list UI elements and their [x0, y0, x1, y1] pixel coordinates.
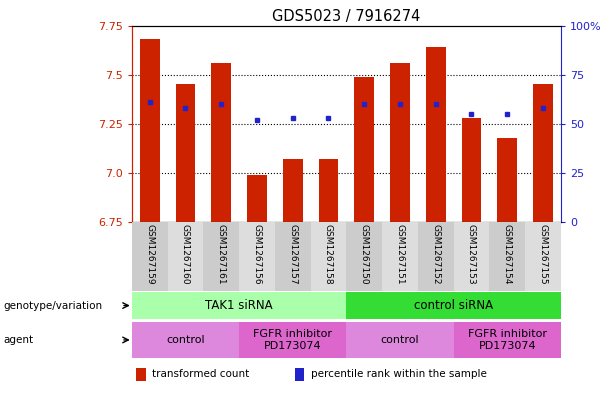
Bar [295, 368, 304, 380]
Bar [247, 175, 267, 222]
Bar [275, 222, 311, 291]
Bar [533, 84, 553, 222]
Bar [132, 222, 167, 291]
Text: GSM1267153: GSM1267153 [467, 224, 476, 285]
Bar [319, 159, 338, 222]
Bar [132, 292, 346, 319]
Text: agent: agent [3, 335, 33, 345]
Bar [489, 222, 525, 291]
Text: FGFR inhibitor
PD173074: FGFR inhibitor PD173074 [253, 329, 332, 351]
Text: GSM1267154: GSM1267154 [503, 224, 512, 285]
Text: GSM1267152: GSM1267152 [431, 224, 440, 285]
Bar [283, 159, 303, 222]
Bar [311, 222, 346, 291]
Text: GSM1267151: GSM1267151 [395, 224, 405, 285]
Bar [354, 77, 374, 222]
Bar [239, 222, 275, 291]
Text: control siRNA: control siRNA [414, 299, 493, 312]
Text: GSM1267155: GSM1267155 [538, 224, 547, 285]
Bar [239, 322, 346, 358]
Text: FGFR inhibitor
PD173074: FGFR inhibitor PD173074 [468, 329, 547, 351]
Text: GSM1267156: GSM1267156 [253, 224, 262, 285]
Bar [211, 63, 231, 222]
Bar [462, 118, 481, 222]
Bar [132, 322, 239, 358]
Bar [346, 292, 561, 319]
Text: GSM1267150: GSM1267150 [360, 224, 369, 285]
Text: control: control [381, 335, 419, 345]
Text: GSM1267157: GSM1267157 [288, 224, 297, 285]
Text: GSM1267159: GSM1267159 [145, 224, 154, 285]
Text: transformed count: transformed count [152, 369, 249, 379]
Text: TAK1 siRNA: TAK1 siRNA [205, 299, 273, 312]
Bar [454, 222, 489, 291]
Bar [346, 222, 382, 291]
Bar [382, 222, 418, 291]
Text: control: control [166, 335, 205, 345]
Bar [390, 63, 410, 222]
Bar [426, 47, 446, 222]
Text: GSM1267158: GSM1267158 [324, 224, 333, 285]
Bar [497, 138, 517, 222]
Text: GSM1267161: GSM1267161 [216, 224, 226, 285]
Bar [346, 322, 454, 358]
Bar [454, 322, 561, 358]
Bar [140, 39, 159, 222]
Title: GDS5023 / 7916274: GDS5023 / 7916274 [272, 9, 421, 24]
Bar [204, 222, 239, 291]
Bar [167, 222, 204, 291]
Bar [136, 368, 145, 380]
Text: percentile rank within the sample: percentile rank within the sample [311, 369, 487, 379]
Bar [418, 222, 454, 291]
Text: genotype/variation: genotype/variation [3, 301, 102, 310]
Text: GSM1267160: GSM1267160 [181, 224, 190, 285]
Bar [175, 84, 196, 222]
Bar [525, 222, 561, 291]
